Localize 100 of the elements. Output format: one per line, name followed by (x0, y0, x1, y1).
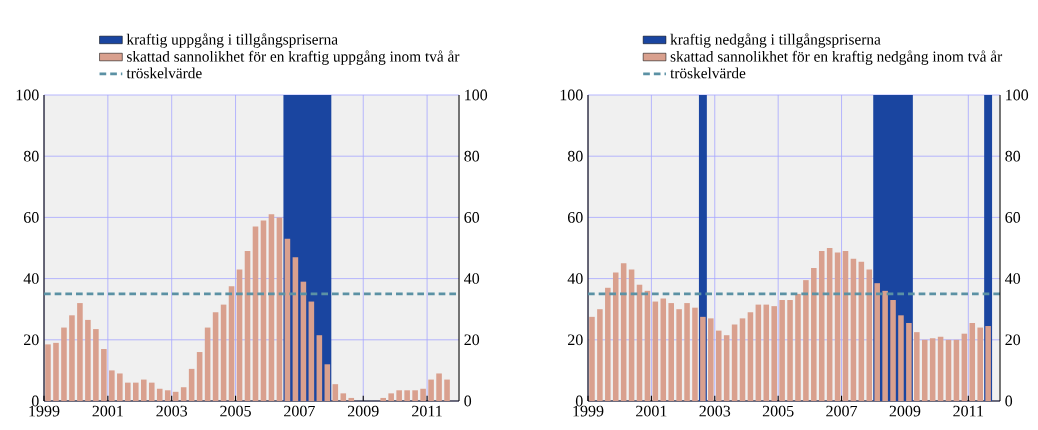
legend-label: tröskelvärde (670, 67, 746, 79)
x-tick-label: 2003 (699, 405, 731, 417)
bar (961, 333, 968, 401)
x-tick-label: 1999 (573, 405, 604, 417)
legend-label: kraftig uppgång i tillgångspriserna (126, 33, 338, 48)
bar (212, 312, 219, 401)
x-tick-label: 2011 (953, 405, 984, 417)
x-tick-label: 2007 (284, 405, 315, 417)
bar (906, 322, 912, 401)
bar (53, 342, 59, 401)
bar (388, 393, 394, 401)
bar (874, 283, 880, 401)
bar (101, 348, 107, 401)
bar (428, 379, 434, 401)
legend-label: tröskelvärde (126, 67, 202, 79)
bar (396, 390, 402, 401)
bar (605, 287, 611, 401)
bar (61, 327, 67, 401)
bar (652, 301, 659, 401)
bar (676, 309, 682, 401)
bar (795, 293, 801, 401)
x-tick-label: 2001 (636, 405, 667, 417)
bar (332, 384, 339, 401)
y-tick-label: 100 (560, 89, 583, 101)
bar (85, 319, 91, 401)
x-tick-label: 2011 (412, 405, 442, 417)
bar (660, 298, 667, 401)
bar (316, 335, 323, 401)
bar (715, 330, 722, 401)
y2-tick-label: 20 (464, 334, 480, 346)
bar (898, 315, 904, 401)
bar (589, 316, 595, 401)
bar (969, 322, 976, 401)
bar (380, 397, 386, 401)
bar (739, 318, 746, 401)
y-tick-label: 40 (23, 273, 39, 284)
bar (340, 393, 347, 401)
x-tick-label: 2009 (347, 405, 379, 417)
x-tick-label: 2005 (762, 405, 794, 417)
bar (747, 312, 754, 401)
y2-tick-label: 0 (464, 395, 472, 407)
y2-tick-label: 0 (1005, 395, 1013, 407)
y-tick-label: 20 (24, 334, 39, 346)
y-tick-label: 0 (31, 395, 39, 407)
bar (882, 290, 888, 401)
bar (803, 280, 809, 401)
x-tick-label: 2009 (889, 405, 921, 417)
bar (148, 382, 155, 401)
bar (404, 390, 410, 401)
bar (850, 258, 857, 401)
y2-tick-label: 100 (1006, 89, 1029, 101)
y2-tick-label: 40 (1005, 273, 1021, 284)
y-tick-label: 60 (23, 212, 39, 223)
legend-label: skattad sannolikhet för en kraftig nedgång inom två år (670, 50, 1003, 65)
bar (324, 364, 331, 401)
bar (164, 390, 171, 401)
bar (771, 306, 777, 401)
y-tick-label: 80 (567, 150, 583, 162)
y-tick-label: 80 (23, 150, 39, 162)
y2-tick-label: 80 (1005, 150, 1021, 162)
y-tick-label: 40 (567, 273, 583, 284)
bar (787, 300, 793, 401)
bar (132, 382, 139, 401)
bar (180, 387, 187, 401)
y2-tick-label: 20 (1005, 334, 1021, 346)
y-tick-label: 100 (16, 89, 39, 101)
bar (436, 373, 442, 401)
bar (412, 390, 418, 401)
bar (684, 303, 690, 401)
bar (755, 304, 762, 401)
bar (597, 309, 603, 401)
bar (818, 251, 825, 401)
x-tick-label: 2007 (826, 405, 858, 417)
legend-label: skattad sannolikhet för en kraftig uppgång inom två år (127, 50, 460, 65)
y2-tick-label: 100 (465, 89, 488, 101)
bar (444, 379, 450, 401)
y2-tick-label: 40 (464, 273, 480, 284)
bar (420, 388, 426, 401)
y2-tick-label: 80 (464, 150, 480, 162)
bar (914, 332, 920, 401)
x-tick-label: 2005 (220, 405, 251, 417)
bar (700, 316, 706, 401)
bar (779, 300, 785, 401)
bar (921, 339, 928, 401)
bar (77, 303, 83, 401)
bar (929, 338, 936, 401)
y2-tick-label: 60 (1005, 212, 1021, 223)
bar (117, 373, 123, 401)
bar (890, 300, 896, 401)
bar (125, 382, 131, 401)
bar (109, 370, 115, 401)
legend-label: kraftig nedgång i tillgångspriserna (670, 33, 881, 48)
bar (977, 327, 983, 401)
bar (348, 397, 355, 401)
bar (612, 272, 619, 401)
bar (937, 336, 944, 401)
bar (708, 318, 714, 401)
x-tick-label: 1999 (29, 405, 60, 417)
bar (763, 304, 770, 401)
bar (692, 307, 698, 401)
